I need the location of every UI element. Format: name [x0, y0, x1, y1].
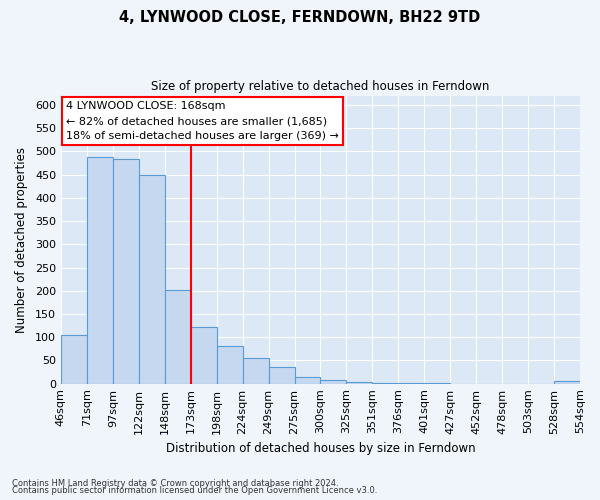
Bar: [87, 158, 113, 384]
Bar: [139, 174, 165, 384]
Bar: [346, 382, 373, 384]
Bar: [61, 335, 87, 384]
Bar: [113, 159, 139, 384]
Bar: [295, 376, 320, 384]
Text: Contains public sector information licensed under the Open Government Licence v3: Contains public sector information licen…: [12, 486, 377, 495]
Y-axis label: Number of detached properties: Number of detached properties: [15, 146, 28, 332]
Bar: [554, 382, 580, 384]
Text: Contains HM Land Registry data © Crown copyright and database right 2024.: Contains HM Land Registry data © Crown c…: [12, 478, 338, 488]
Bar: [269, 368, 295, 384]
Title: Size of property relative to detached houses in Ferndown: Size of property relative to detached ho…: [151, 80, 490, 93]
Bar: [242, 358, 269, 384]
Text: 4, LYNWOOD CLOSE, FERNDOWN, BH22 9TD: 4, LYNWOOD CLOSE, FERNDOWN, BH22 9TD: [119, 10, 481, 25]
X-axis label: Distribution of detached houses by size in Ferndown: Distribution of detached houses by size …: [166, 442, 475, 455]
Bar: [191, 327, 217, 384]
Bar: [320, 380, 346, 384]
Bar: [165, 290, 191, 384]
Text: 4 LYNWOOD CLOSE: 168sqm
← 82% of detached houses are smaller (1,685)
18% of semi: 4 LYNWOOD CLOSE: 168sqm ← 82% of detache…: [66, 102, 339, 141]
Bar: [217, 346, 242, 384]
Bar: [373, 383, 398, 384]
